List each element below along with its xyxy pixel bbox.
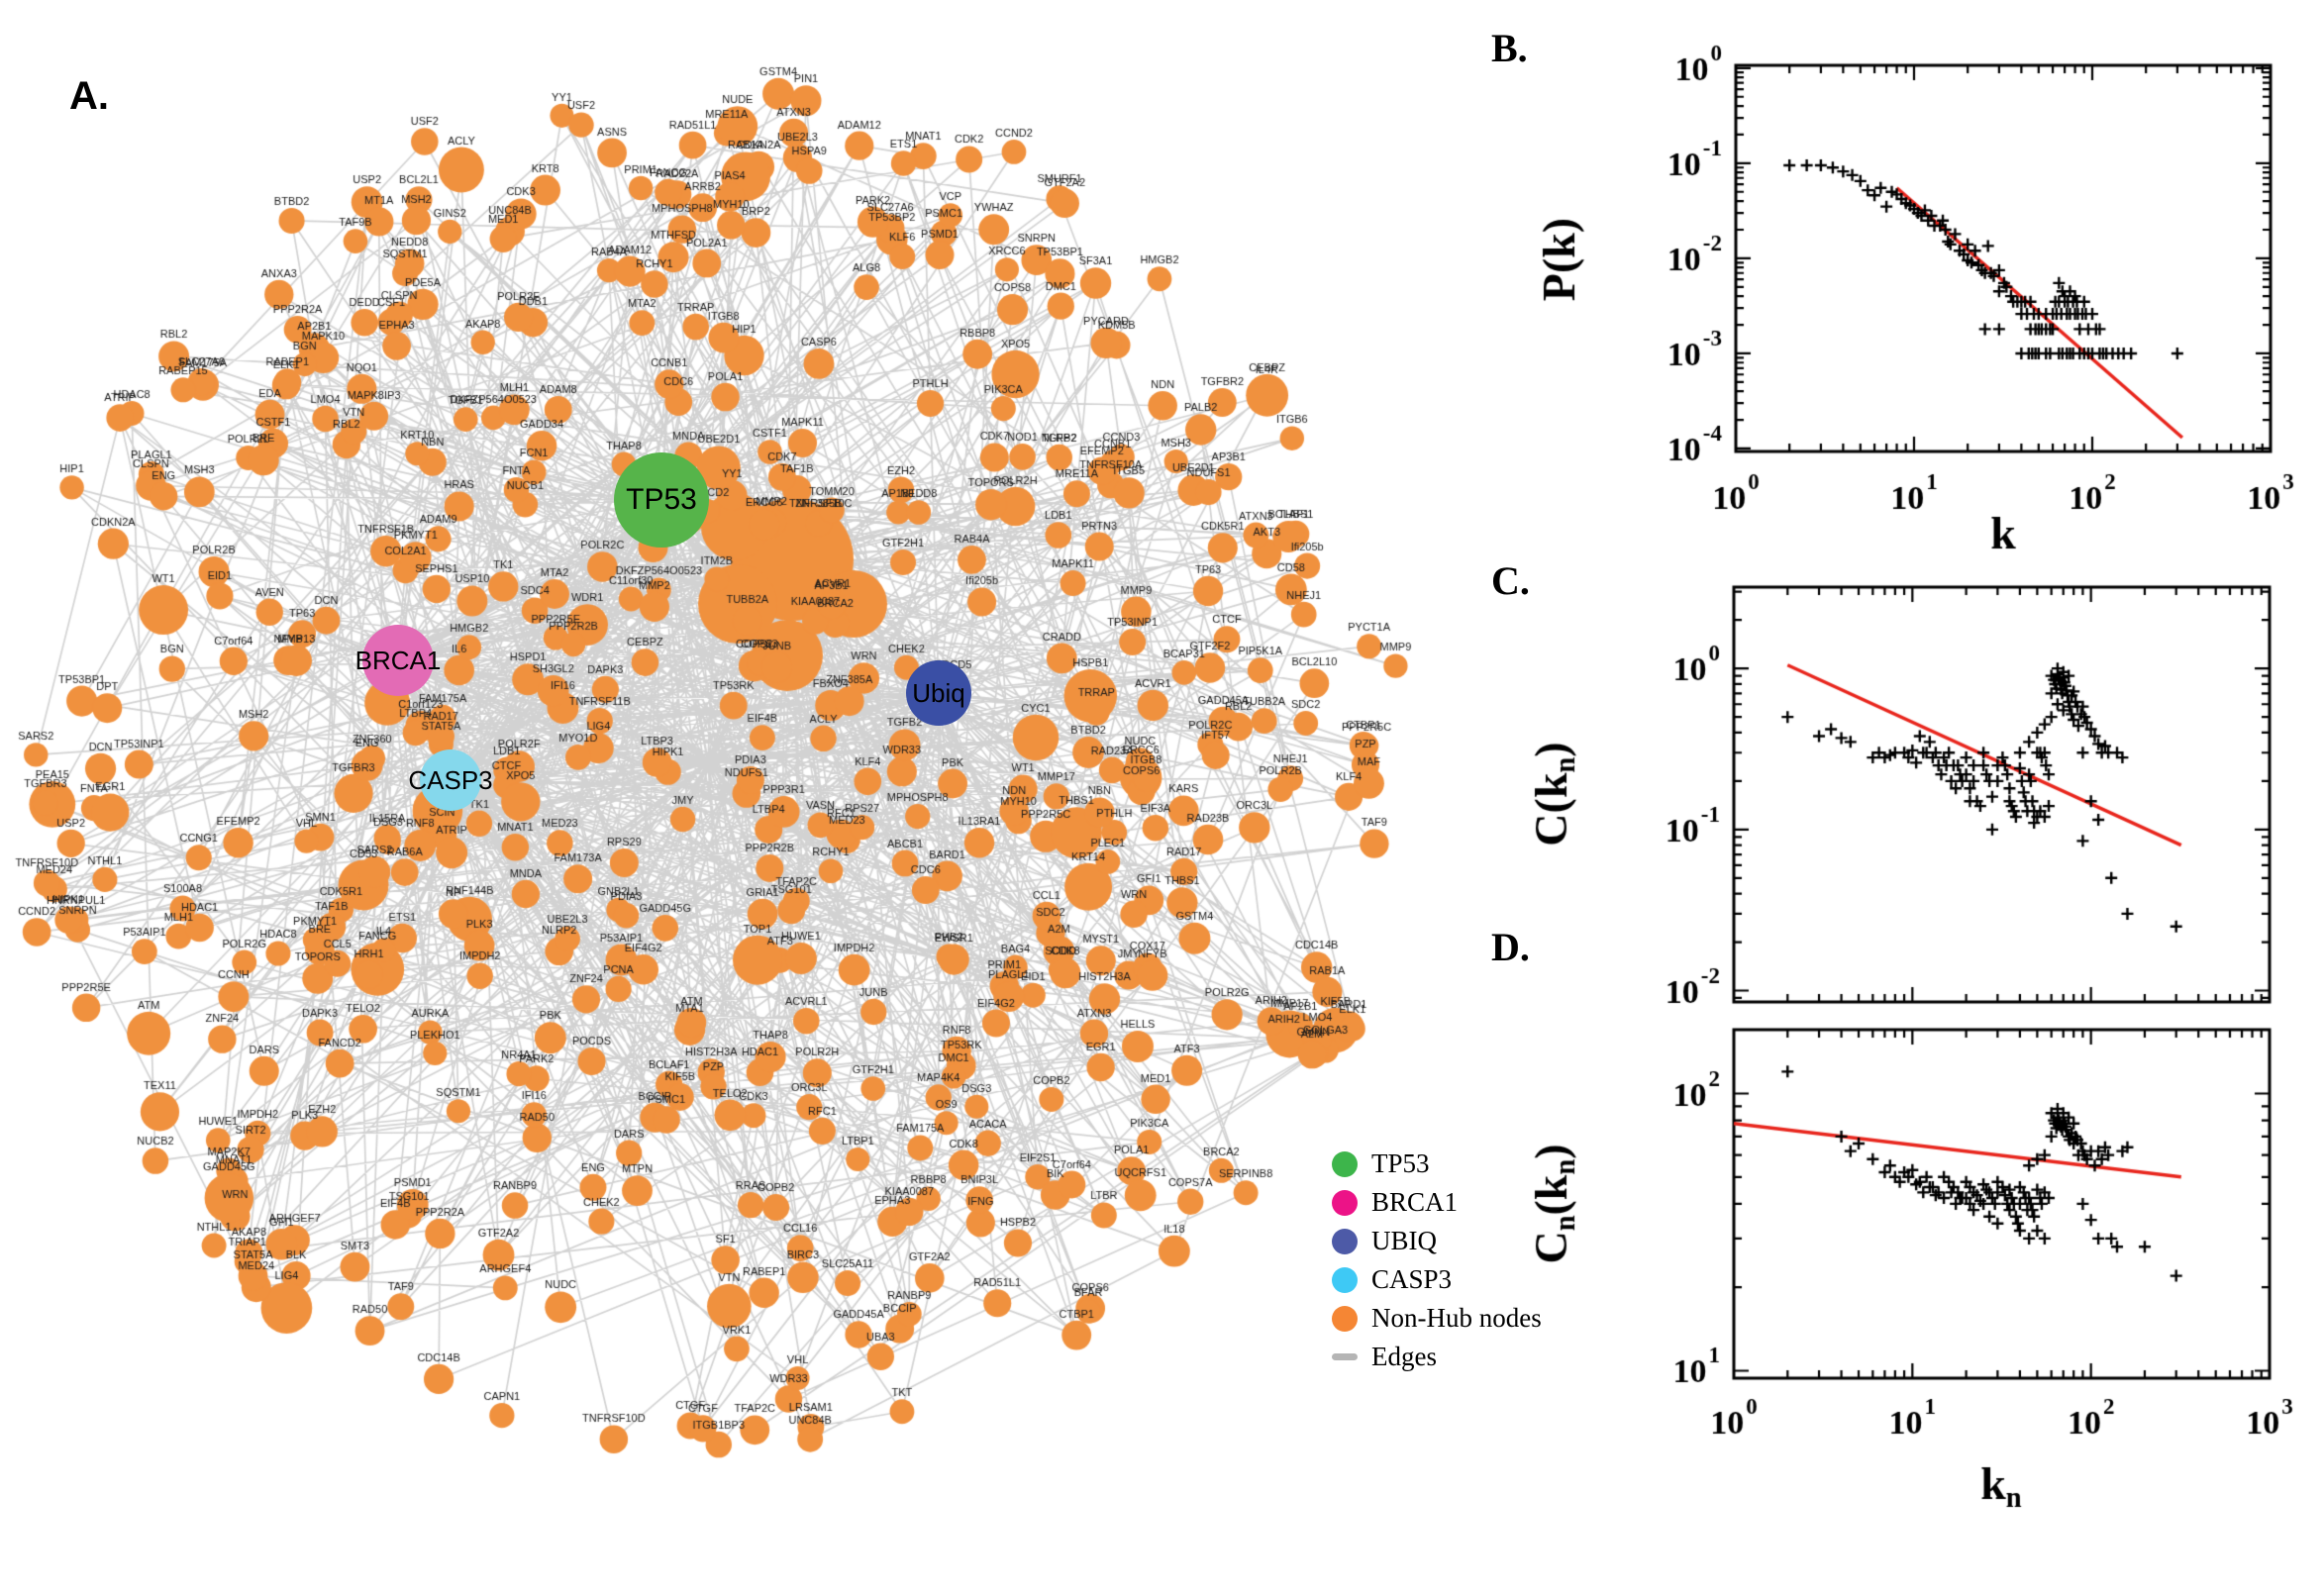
legend-item-nonhub: Non-Hub nodes — [1332, 1299, 1542, 1338]
tp53-node-icon — [1332, 1150, 1358, 1177]
legend-item-ubiq: UBIQ — [1332, 1222, 1542, 1260]
legend-item-tp53: TP53 — [1332, 1145, 1542, 1183]
brca1-node-icon — [1332, 1189, 1358, 1216]
nonhub-node-icon — [1332, 1305, 1358, 1332]
ubiq-hub-label: Ubiq — [912, 677, 965, 708]
legend-item-brca1: BRCA1 — [1332, 1183, 1542, 1222]
tp53-hub-label: TP53 — [626, 483, 697, 516]
panel-label-b: B. — [1491, 26, 1528, 70]
tp53-hub-node: TP53 — [614, 452, 709, 548]
legend-label-brca1: BRCA1 — [1371, 1187, 1459, 1217]
casp3-hub-label: CASP3 — [408, 764, 493, 795]
legend-label-tp53: TP53 — [1371, 1148, 1430, 1178]
network-legend: TP53 BRCA1 UBIQ CASP3 Non-Hub nodes Edge… — [1332, 1145, 1542, 1376]
ubiq-node-icon — [1332, 1228, 1358, 1254]
brca1-hub-label: BRCA1 — [354, 645, 442, 675]
ubiq-hub-node: Ubiq — [906, 660, 971, 726]
legend-label-edges: Edges — [1371, 1342, 1437, 1371]
legend-label-ubiq: UBIQ — [1371, 1226, 1437, 1255]
legend-item-edges: Edges — [1332, 1338, 1542, 1376]
edge-icon — [1332, 1353, 1358, 1360]
panel-label-c: C. — [1491, 558, 1530, 603]
legend-item-casp3: CASP3 — [1332, 1260, 1542, 1299]
panel-label-a: A. — [69, 74, 109, 118]
network-graph-canvas — [0, 0, 1456, 1596]
casp3-node-icon — [1332, 1266, 1358, 1293]
legend-label-casp3: CASP3 — [1371, 1264, 1453, 1294]
casp3-hub-node: CASP3 — [408, 749, 493, 811]
charts-canvas — [1456, 0, 2323, 1596]
legend-label-nonhub: Non-Hub nodes — [1371, 1303, 1542, 1333]
panel-label-d: D. — [1491, 925, 1530, 969]
brca1-hub-node: BRCA1 — [355, 625, 441, 696]
